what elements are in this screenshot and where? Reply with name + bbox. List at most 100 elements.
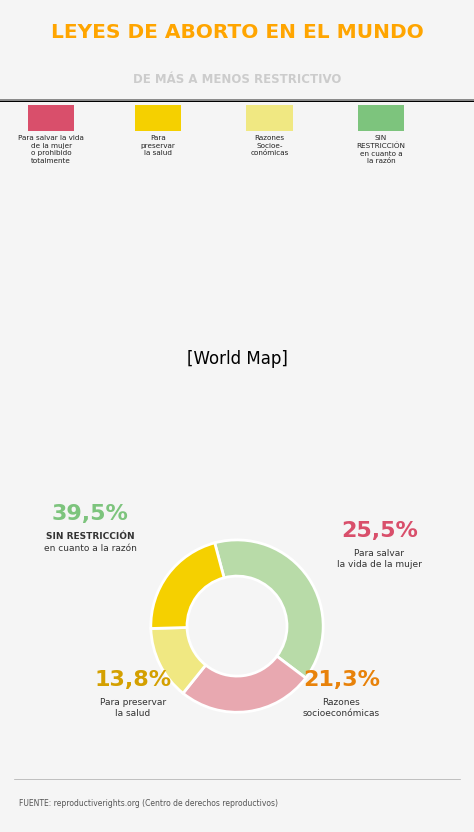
Bar <box>0 100 474 101</box>
Bar <box>0 100 474 101</box>
Bar <box>0 100 474 101</box>
Text: en cuanto a la razón: en cuanto a la razón <box>44 544 137 552</box>
Bar <box>0 100 474 102</box>
Bar <box>0 100 474 101</box>
Bar <box>0 101 474 102</box>
Wedge shape <box>151 627 206 693</box>
Bar <box>0 100 474 101</box>
Bar <box>0 100 474 101</box>
FancyBboxPatch shape <box>28 105 74 131</box>
Bar <box>0 100 474 101</box>
Bar <box>0 101 474 102</box>
Text: Razones
Socioe-
conómicas: Razones Socioe- conómicas <box>250 135 289 156</box>
Bar <box>0 100 474 101</box>
Bar <box>0 100 474 101</box>
Text: Para salvar la vida
de la mujer
o prohibido
totalmente: Para salvar la vida de la mujer o prohib… <box>18 135 84 164</box>
Bar <box>0 100 474 101</box>
Bar <box>0 100 474 101</box>
Bar <box>0 100 474 101</box>
Bar <box>0 100 474 101</box>
Bar <box>0 100 474 101</box>
Bar <box>0 100 474 101</box>
Bar <box>0 100 474 101</box>
Bar <box>0 100 474 102</box>
Bar <box>0 100 474 102</box>
Wedge shape <box>215 540 323 678</box>
Wedge shape <box>183 656 306 712</box>
Bar <box>0 100 474 101</box>
Text: FUENTE: reproductiverights.org (Centro de derechos reproductivos): FUENTE: reproductiverights.org (Centro d… <box>19 800 278 809</box>
Text: Para
preservar
la salud: Para preservar la salud <box>141 135 175 156</box>
Bar <box>0 100 474 101</box>
Bar <box>0 100 474 101</box>
Bar <box>0 100 474 102</box>
Bar <box>0 101 474 102</box>
Bar <box>0 100 474 101</box>
Bar <box>0 100 474 101</box>
Bar <box>0 101 474 102</box>
Text: DE MÁS A MENOS RESTRICTIVO: DE MÁS A MENOS RESTRICTIVO <box>133 72 341 86</box>
Bar <box>0 100 474 101</box>
Bar <box>0 101 474 102</box>
Text: socioeconómicas: socioeconómicas <box>303 710 380 718</box>
Bar <box>0 100 474 102</box>
Bar <box>0 100 474 102</box>
Bar <box>0 100 474 101</box>
Bar <box>0 100 474 101</box>
Text: Para preservar: Para preservar <box>100 698 166 706</box>
Bar <box>0 100 474 102</box>
Bar <box>0 101 474 102</box>
Bar <box>0 100 474 102</box>
Bar <box>0 100 474 101</box>
Bar <box>0 100 474 101</box>
Bar <box>0 100 474 101</box>
Bar <box>0 100 474 102</box>
Bar <box>0 101 474 102</box>
Bar <box>0 101 474 102</box>
FancyBboxPatch shape <box>246 105 293 131</box>
Bar <box>0 100 474 101</box>
Text: LEYES DE ABORTO EN EL MUNDO: LEYES DE ABORTO EN EL MUNDO <box>51 23 423 42</box>
Text: [World Map]: [World Map] <box>187 350 288 368</box>
Bar <box>0 100 474 101</box>
Bar <box>0 100 474 101</box>
Bar <box>0 100 474 101</box>
Bar <box>0 100 474 101</box>
Bar <box>0 101 474 102</box>
Bar <box>0 100 474 101</box>
Bar <box>0 101 474 102</box>
Bar <box>0 101 474 102</box>
Text: Razones: Razones <box>322 698 360 706</box>
Bar <box>0 100 474 101</box>
Bar <box>0 100 474 101</box>
Bar <box>0 100 474 101</box>
Bar <box>0 100 474 101</box>
Bar <box>0 101 474 102</box>
Bar <box>0 101 474 102</box>
Bar <box>0 100 474 101</box>
FancyBboxPatch shape <box>358 105 404 131</box>
Bar <box>0 100 474 102</box>
Bar <box>0 100 474 101</box>
Bar <box>0 100 474 102</box>
Bar <box>0 100 474 102</box>
Text: Para salvar: Para salvar <box>354 549 404 557</box>
Bar <box>0 100 474 101</box>
Bar <box>0 101 474 102</box>
Bar <box>0 100 474 101</box>
Bar <box>0 100 474 101</box>
Bar <box>0 100 474 102</box>
Bar <box>0 100 474 102</box>
Bar <box>0 100 474 101</box>
Bar <box>0 100 474 102</box>
Bar <box>0 100 474 102</box>
Text: la vida de la mujer: la vida de la mujer <box>337 561 422 569</box>
Wedge shape <box>151 542 224 628</box>
Bar <box>0 100 474 101</box>
Bar <box>0 101 474 102</box>
Bar <box>0 100 474 101</box>
Bar <box>0 100 474 102</box>
Bar <box>0 101 474 102</box>
Bar <box>0 100 474 101</box>
Bar <box>0 101 474 102</box>
